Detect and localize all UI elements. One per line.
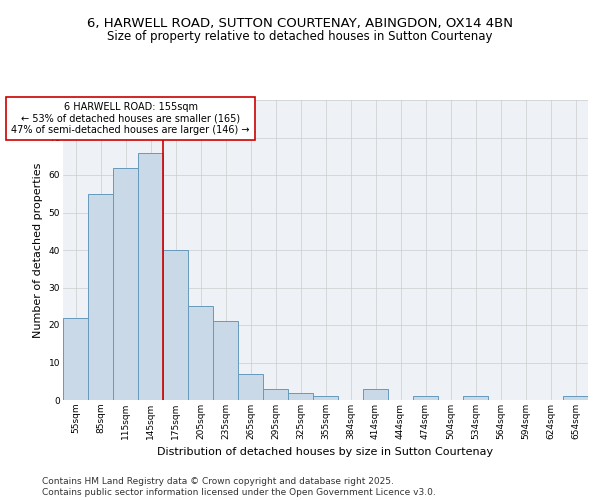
Bar [63, 318, 88, 400]
Bar [163, 250, 188, 400]
Text: Contains HM Land Registry data © Crown copyright and database right 2025.
Contai: Contains HM Land Registry data © Crown c… [42, 478, 436, 497]
Bar [363, 389, 388, 400]
X-axis label: Distribution of detached houses by size in Sutton Courtenay: Distribution of detached houses by size … [157, 448, 494, 458]
Text: 6, HARWELL ROAD, SUTTON COURTENAY, ABINGDON, OX14 4BN: 6, HARWELL ROAD, SUTTON COURTENAY, ABING… [87, 18, 513, 30]
Bar [463, 396, 488, 400]
Bar [313, 396, 338, 400]
Bar [213, 322, 238, 400]
Bar [413, 396, 438, 400]
Bar [288, 392, 313, 400]
Bar [88, 194, 113, 400]
Bar [188, 306, 213, 400]
Bar [238, 374, 263, 400]
Text: Size of property relative to detached houses in Sutton Courtenay: Size of property relative to detached ho… [107, 30, 493, 43]
Bar [113, 168, 138, 400]
Bar [263, 389, 288, 400]
Bar [563, 396, 588, 400]
Y-axis label: Number of detached properties: Number of detached properties [33, 162, 43, 338]
Text: 6 HARWELL ROAD: 155sqm
← 53% of detached houses are smaller (165)
47% of semi-de: 6 HARWELL ROAD: 155sqm ← 53% of detached… [11, 102, 250, 135]
Bar [138, 152, 163, 400]
